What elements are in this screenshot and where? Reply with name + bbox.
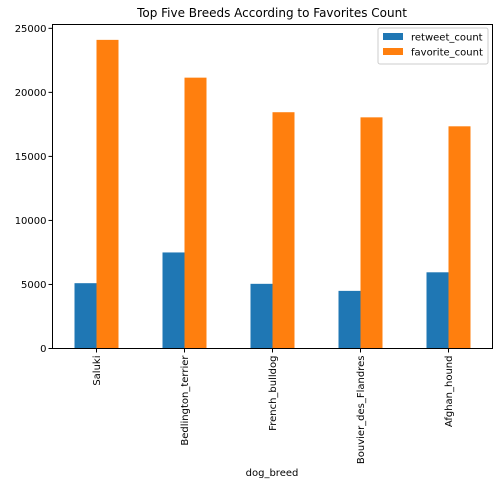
- y-tick-label: 20000: [15, 88, 47, 99]
- bar-retweet_count-Saluki: [74, 283, 97, 349]
- legend-label-favorite_count: favorite_count: [411, 48, 483, 59]
- x-tick-label: Afghan_hound: [444, 356, 455, 428]
- legend: retweet_count favorite_count: [377, 27, 489, 65]
- x-tick-label: Bedlington_terrier: [180, 355, 191, 446]
- bars: [74, 39, 471, 349]
- plot-frame: [52, 24, 493, 349]
- x-tick-label: Bouvier_des_Flandres: [356, 356, 367, 465]
- bar-favorite_count-French_bulldog: [272, 112, 295, 349]
- y-tick-label: 0: [40, 344, 46, 355]
- legend-box: [377, 27, 489, 65]
- x-tick-label: Saluki: [92, 356, 103, 386]
- bar-retweet_count-French_bulldog: [250, 283, 273, 349]
- legend-label-retweet_count: retweet_count: [411, 33, 483, 44]
- legend-swatch-favorite_count: [383, 48, 403, 55]
- y-tick-label: 15000: [15, 152, 47, 163]
- legend-swatch-retweet_count: [383, 33, 403, 40]
- y-axis: 0 5000 10000 15000 20000 25000: [15, 24, 53, 355]
- bar-retweet_count-Bedlington_terrier: [162, 252, 185, 349]
- x-tick-label: French_bulldog: [268, 356, 279, 431]
- bar-retweet_count-Afghan_hound: [426, 272, 449, 349]
- x-axis-label: dog_breed: [246, 468, 299, 479]
- bar-favorite_count-Afghan_hound: [448, 126, 471, 349]
- x-axis: Saluki Bedlington_terrier French_bulldog Bo…: [92, 348, 455, 465]
- bar-favorite_count-Bouvier_des_Flandres: [360, 117, 383, 349]
- y-tick-label: 5000: [21, 280, 46, 291]
- bar-favorite_count-Bedlington_terrier: [184, 77, 207, 349]
- y-tick-label: 25000: [15, 24, 47, 35]
- bar-retweet_count-Bouvier_des_Flandres: [338, 290, 361, 349]
- chart-title: Top Five Breeds According to Favorites C…: [136, 6, 407, 20]
- bar-favorite_count-Saluki: [96, 39, 119, 349]
- y-tick-label: 10000: [15, 216, 47, 227]
